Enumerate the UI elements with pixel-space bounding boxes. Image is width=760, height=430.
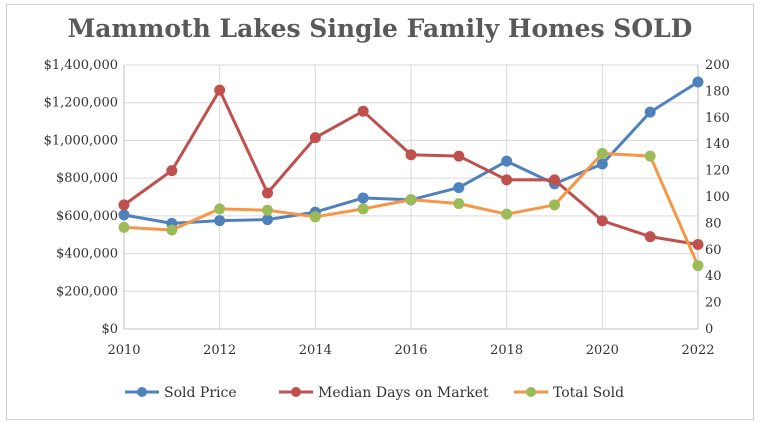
legend-marker [291, 387, 301, 397]
y-left-tick-label: $800,000 [56, 171, 118, 186]
data-point [596, 158, 608, 170]
y-right-tick-label: 120 [705, 164, 730, 179]
data-point [262, 187, 273, 199]
data-point [596, 147, 608, 159]
data-point [692, 260, 704, 272]
y-right-tick-label: 100 [705, 190, 730, 205]
data-point [501, 174, 513, 186]
data-point [118, 221, 130, 233]
data-point [214, 215, 226, 227]
gridlines [123, 64, 699, 330]
legend-label: Total Sold [553, 385, 624, 401]
legend-label: Median Days on Market [318, 385, 489, 401]
x-tick-label: 2018 [490, 343, 523, 358]
data-point [309, 132, 321, 144]
data-point [549, 174, 560, 186]
data-point [214, 203, 226, 215]
data-point [357, 105, 369, 117]
x-tick-label: 2020 [586, 343, 619, 358]
data-point [214, 84, 226, 96]
y-right-tick-label: 180 [705, 84, 730, 99]
data-point [357, 192, 369, 204]
data-point [357, 203, 369, 215]
legend-entry: Total Sold [514, 385, 624, 401]
legend: Sold Price Median Days on Market Total Sol… [125, 385, 624, 401]
x-tick-label: 2016 [394, 343, 427, 358]
y-right-tick-label: 200 [705, 58, 730, 73]
data-point [118, 209, 130, 221]
y-right-tick-label: 160 [705, 111, 730, 126]
chart-canvas: Mammoth Lakes Single Family Homes SOLD $… [44, 14, 730, 401]
data-point [549, 199, 560, 211]
data-point [692, 239, 704, 251]
y-right-tick-label: 60 [705, 243, 722, 258]
legend-marker [137, 387, 147, 397]
data-point [262, 214, 273, 226]
data-point [309, 211, 321, 223]
y-right-tick-label: 20 [705, 296, 722, 311]
x-tick-label: 2012 [203, 343, 236, 358]
data-point [262, 204, 273, 216]
y-left-tick-label: $600,000 [56, 209, 118, 224]
data-point [692, 76, 704, 88]
legend-entry: Median Days on Market [279, 385, 489, 401]
data-point [644, 150, 656, 162]
axes: $0 $200,000 $400,000 $600,000 $800,000 $1,000… [44, 58, 730, 358]
data-point [118, 199, 130, 211]
y-right-tick-label: 80 [705, 216, 722, 231]
y-right-tick-label: 40 [705, 269, 722, 284]
series-group [118, 76, 704, 272]
data-point [166, 224, 178, 236]
y-left-tick-label: $1,400,000 [44, 58, 118, 73]
data-point [405, 149, 417, 161]
legend-marker [526, 387, 536, 397]
data-point [166, 165, 178, 177]
data-point [501, 155, 513, 167]
data-point [644, 106, 656, 118]
series-median-days-on-market [118, 84, 704, 251]
y-left-tick-label: $1,000,000 [44, 133, 118, 148]
chart-frame: Mammoth Lakes Single Family Homes SOLD $… [6, 4, 754, 420]
legend-label: Sold Price [164, 385, 237, 401]
series-total-sold [118, 147, 704, 272]
y-left-tick-label: $0 [101, 322, 118, 337]
y-left-tick-label: $1,200,000 [44, 96, 118, 111]
y-right-tick-label: 0 [705, 322, 713, 337]
y-right-tick-label: 140 [705, 137, 730, 152]
chart-title: Mammoth Lakes Single Family Homes SOLD [68, 14, 693, 43]
data-point [453, 198, 465, 210]
data-point [596, 215, 608, 227]
x-tick-label: 2010 [107, 343, 140, 358]
data-point [453, 150, 465, 162]
data-point [644, 231, 656, 243]
data-point [501, 208, 513, 220]
y-left-tick-label: $200,000 [56, 284, 118, 299]
legend-entry: Sold Price [125, 385, 237, 401]
y-left-tick-label: $400,000 [56, 247, 118, 262]
data-point [405, 194, 417, 206]
data-point [453, 182, 465, 194]
x-tick-label: 2014 [299, 343, 332, 358]
x-tick-label: 2022 [681, 343, 714, 358]
